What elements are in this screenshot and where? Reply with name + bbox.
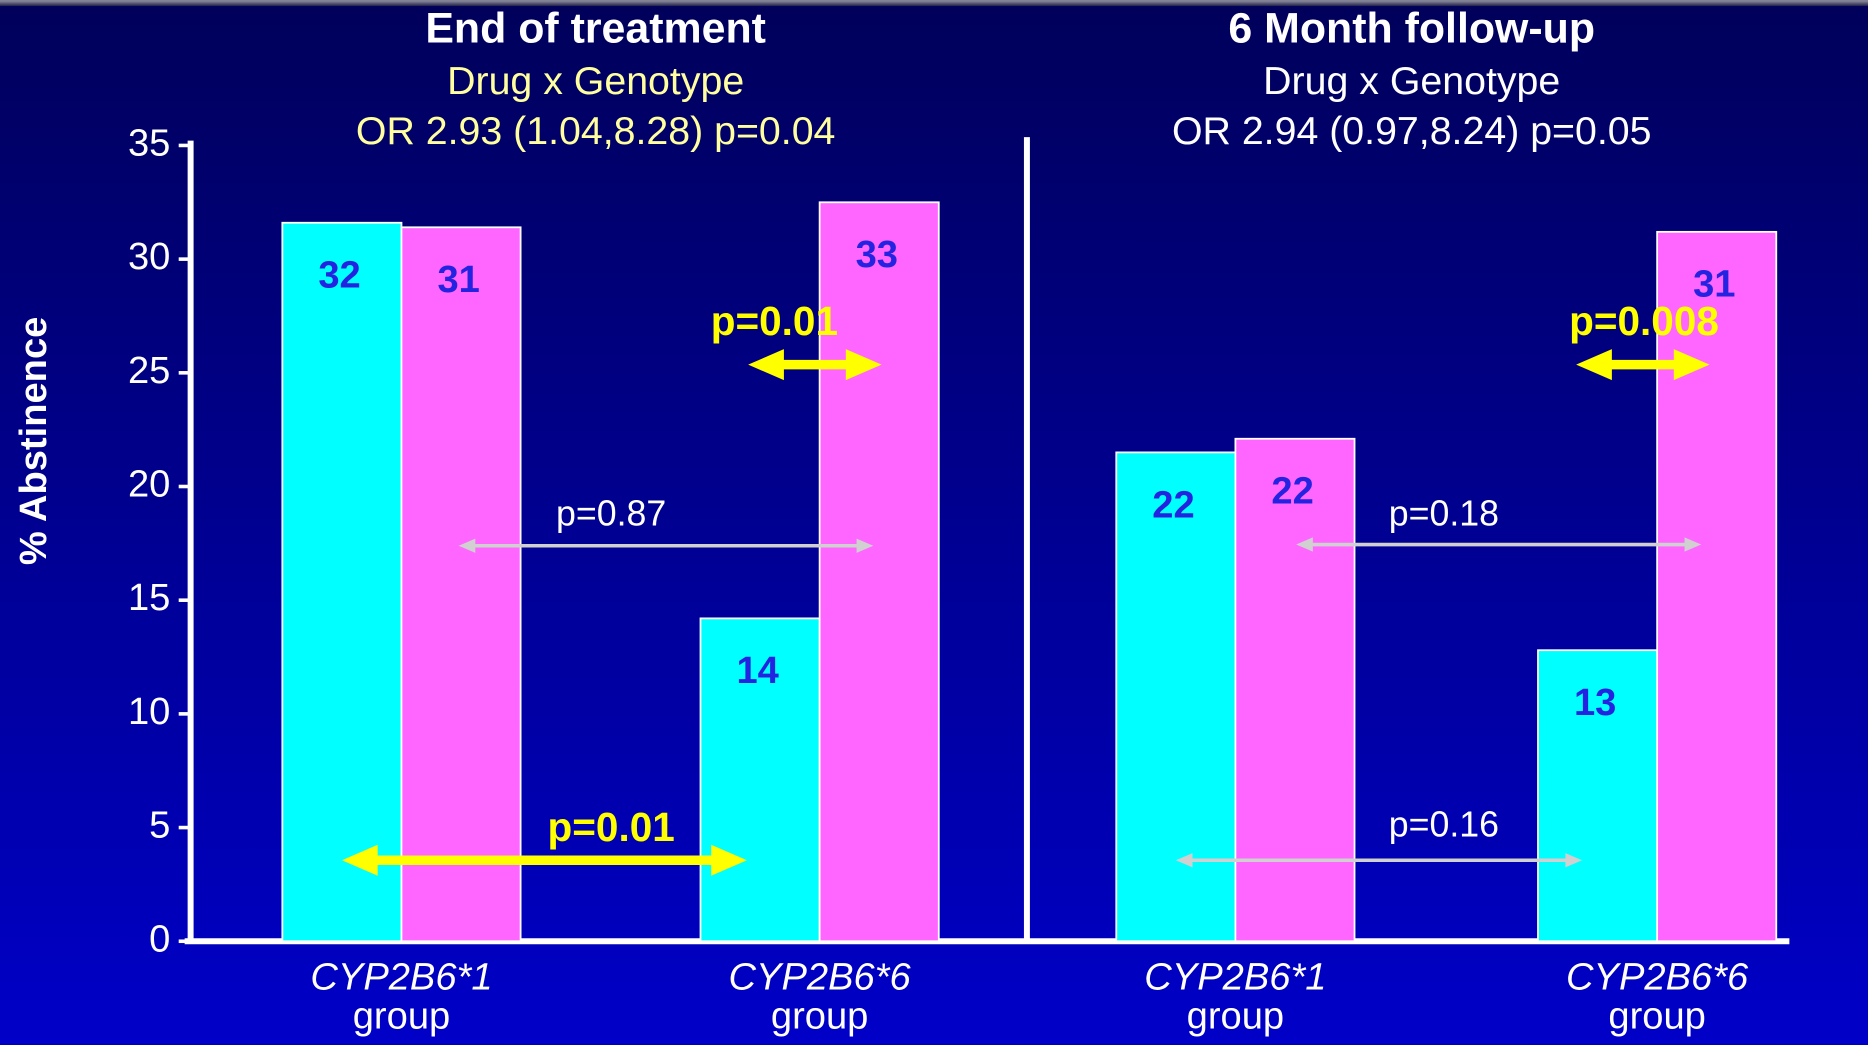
p-value: p=0.87	[556, 493, 666, 533]
bar	[281, 221, 403, 943]
x-tick-label: CYP2B6*6 group	[729, 955, 912, 1037]
panel-title: End of treatment	[425, 4, 766, 52]
arrow-head	[748, 349, 784, 381]
value-label: 31	[1693, 263, 1735, 306]
y-tick-label: 25	[128, 349, 170, 392]
value-label: 32	[318, 254, 360, 297]
y-tick-label: 10	[128, 690, 170, 733]
y-tick-label: 20	[128, 463, 170, 506]
bar	[699, 617, 821, 943]
panel-subtitle: Drug x Genotype	[447, 59, 744, 103]
test-result: OR 2.94 (0.97,8.24) p=0.05	[1172, 109, 1652, 153]
arrow-head	[1673, 349, 1710, 381]
arrow-head	[341, 844, 378, 876]
bar	[1537, 649, 1659, 943]
value-label: 14	[736, 649, 778, 692]
p-value: p=0.18	[1389, 493, 1499, 533]
p-value: p=0.16	[1389, 804, 1499, 844]
bar	[818, 201, 940, 943]
value-label: 33	[856, 233, 898, 276]
y-tick-label: 30	[128, 235, 170, 278]
p-value: p=0.01	[548, 804, 675, 850]
y-tick-label: 15	[128, 576, 170, 619]
arrow-head	[1565, 853, 1583, 868]
value-label: 22	[1271, 470, 1313, 513]
y-tick-label: 35	[128, 122, 170, 165]
y-tick-label: 5	[149, 804, 170, 847]
p-value: p=0.01	[711, 298, 838, 344]
y-axis-label: % Abstinence	[12, 317, 55, 565]
arrow-head	[458, 538, 476, 553]
top-bar	[0, 0, 1868, 7]
bar	[1656, 230, 1778, 943]
panel-title: 6 Month follow-up	[1228, 4, 1595, 52]
arrow-head	[1576, 349, 1612, 381]
arrow-head	[1175, 853, 1193, 868]
arrow-head	[845, 349, 882, 381]
arrow-head	[1296, 537, 1313, 552]
value-label: 13	[1574, 681, 1616, 724]
x-tick-label: CYP2B6*1 group	[1144, 955, 1326, 1037]
test-result: OR 2.93 (1.04,8.28) p=0.04	[356, 109, 836, 153]
p-value: p=0.008	[1569, 298, 1719, 344]
x-tick-label: CYP2B6*6 group	[1566, 955, 1749, 1037]
value-label: 22	[1152, 483, 1194, 526]
arrow-head	[1684, 537, 1702, 552]
y-tick-label: 0	[149, 917, 170, 960]
bar	[400, 226, 522, 943]
bar	[1234, 437, 1356, 943]
x-tick-label: CYP2B6*1 group	[310, 955, 492, 1037]
arrow-head	[711, 844, 747, 876]
value-label: 31	[437, 258, 479, 301]
arrow-head	[856, 538, 874, 553]
panel-subtitle: Drug x Genotype	[1263, 59, 1560, 103]
